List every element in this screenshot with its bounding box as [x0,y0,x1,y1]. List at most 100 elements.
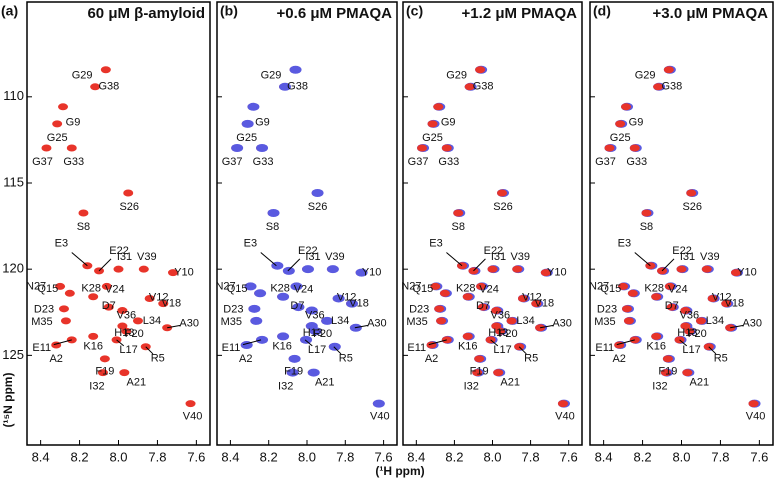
x-tick-label: 7.6 [560,449,578,464]
peak-label: F20 [313,328,332,340]
peak-label: K28 [270,283,290,295]
peak-label: G33 [253,156,274,168]
peak-label: A2 [49,353,62,365]
peak-label: A30 [179,318,199,330]
label-arrow [53,339,72,346]
peak [90,83,101,91]
x-tick-label: 8.4 [221,449,239,464]
peak-label: S8 [77,221,90,233]
x-tick-label: 7.6 [750,449,768,464]
peak-label: Q15 [227,283,248,295]
peak [55,282,66,290]
peak [731,269,742,277]
peak-label: H13 [488,327,508,339]
panel-title: +1.2 μM PMAQA [462,5,578,22]
label-arrow [730,324,744,329]
peak-label: D7 [476,300,490,312]
peak [417,144,428,152]
peak [506,317,517,325]
peak-label: G33 [438,156,459,168]
peak-label: S8 [266,221,279,233]
peak [289,65,302,74]
peak-label: F19 [95,366,114,378]
panel-title: +3.0 μM PMAQA [653,5,769,22]
peak [256,144,269,153]
label-arrow [540,324,554,329]
peak-label: V12 [712,291,732,303]
peak [41,144,52,152]
peak [621,305,632,313]
peak-label: G29 [635,70,656,82]
peak-label: V18 [349,298,369,310]
peak [433,103,444,111]
peak-label: G29 [446,70,467,82]
peak-label: A21 [127,377,147,389]
peak [540,269,551,277]
peak [453,209,464,217]
peak-label: I32 [89,381,104,393]
peak-label: G37 [32,156,53,168]
peak-label: E11 [407,342,426,354]
peak-label: E22 [672,245,692,257]
peak [158,300,169,308]
peak [664,282,675,290]
peak [721,300,732,308]
peak [103,303,114,311]
peak [615,120,626,128]
x-tick-label: 8.0 [672,449,690,464]
peak-label: V40 [746,411,766,423]
peak-label: K28 [644,283,664,295]
peak-label: M35 [594,316,615,328]
panel-title: 60 μM β-amyloid [87,5,205,22]
label-arrow [260,252,277,267]
peak-label: A30 [367,318,387,330]
label-arrow [679,339,688,347]
peak-label: I32 [278,381,293,393]
peak [623,317,634,325]
peak [495,327,506,335]
panel-letter: (a) [1,3,18,19]
peak-label: Q15 [600,283,621,295]
peak-label: R5 [339,353,353,365]
y-tick-label: 115 [3,174,24,189]
peak-label: D23 [597,304,617,316]
panel-frame [402,1,583,446]
peak-label: V18 [724,298,744,310]
peak-label: I31 [680,251,695,263]
label-arrow [98,258,112,272]
panel-frame [589,1,774,446]
peak [476,282,487,290]
peak [355,268,368,277]
label-arrow [145,346,154,355]
peak-label: Q15 [37,283,58,295]
peak [277,332,290,341]
peak [427,120,438,128]
panel-frame [26,1,211,446]
peak-label: L17 [119,344,137,356]
peak-label: L17 [682,344,700,356]
peak-label: V39 [137,251,157,263]
x-tick-label: 8.0 [298,449,316,464]
peak [123,189,134,197]
panel-letter: (b) [220,3,238,19]
peak-label: I31 [491,251,506,263]
peak [493,369,504,377]
peak [557,400,568,408]
peak [653,83,664,91]
peak-label: A2 [239,353,252,365]
peak [491,322,502,330]
peak-label: D23 [223,304,243,316]
peak-label: V36 [305,309,325,321]
peak [682,369,693,377]
peak-label: H13 [303,327,323,339]
peak-label: V18 [535,298,555,310]
peak [267,208,280,217]
peak-label: E3 [429,238,442,250]
peak-label: V36 [117,309,137,321]
peak [117,322,128,330]
label-arrow [354,324,369,329]
peak-label: L34 [331,315,349,327]
peak [288,354,301,363]
x-axis-label: (¹H ppm) [375,464,424,478]
peak-label: Q15 [412,283,433,295]
